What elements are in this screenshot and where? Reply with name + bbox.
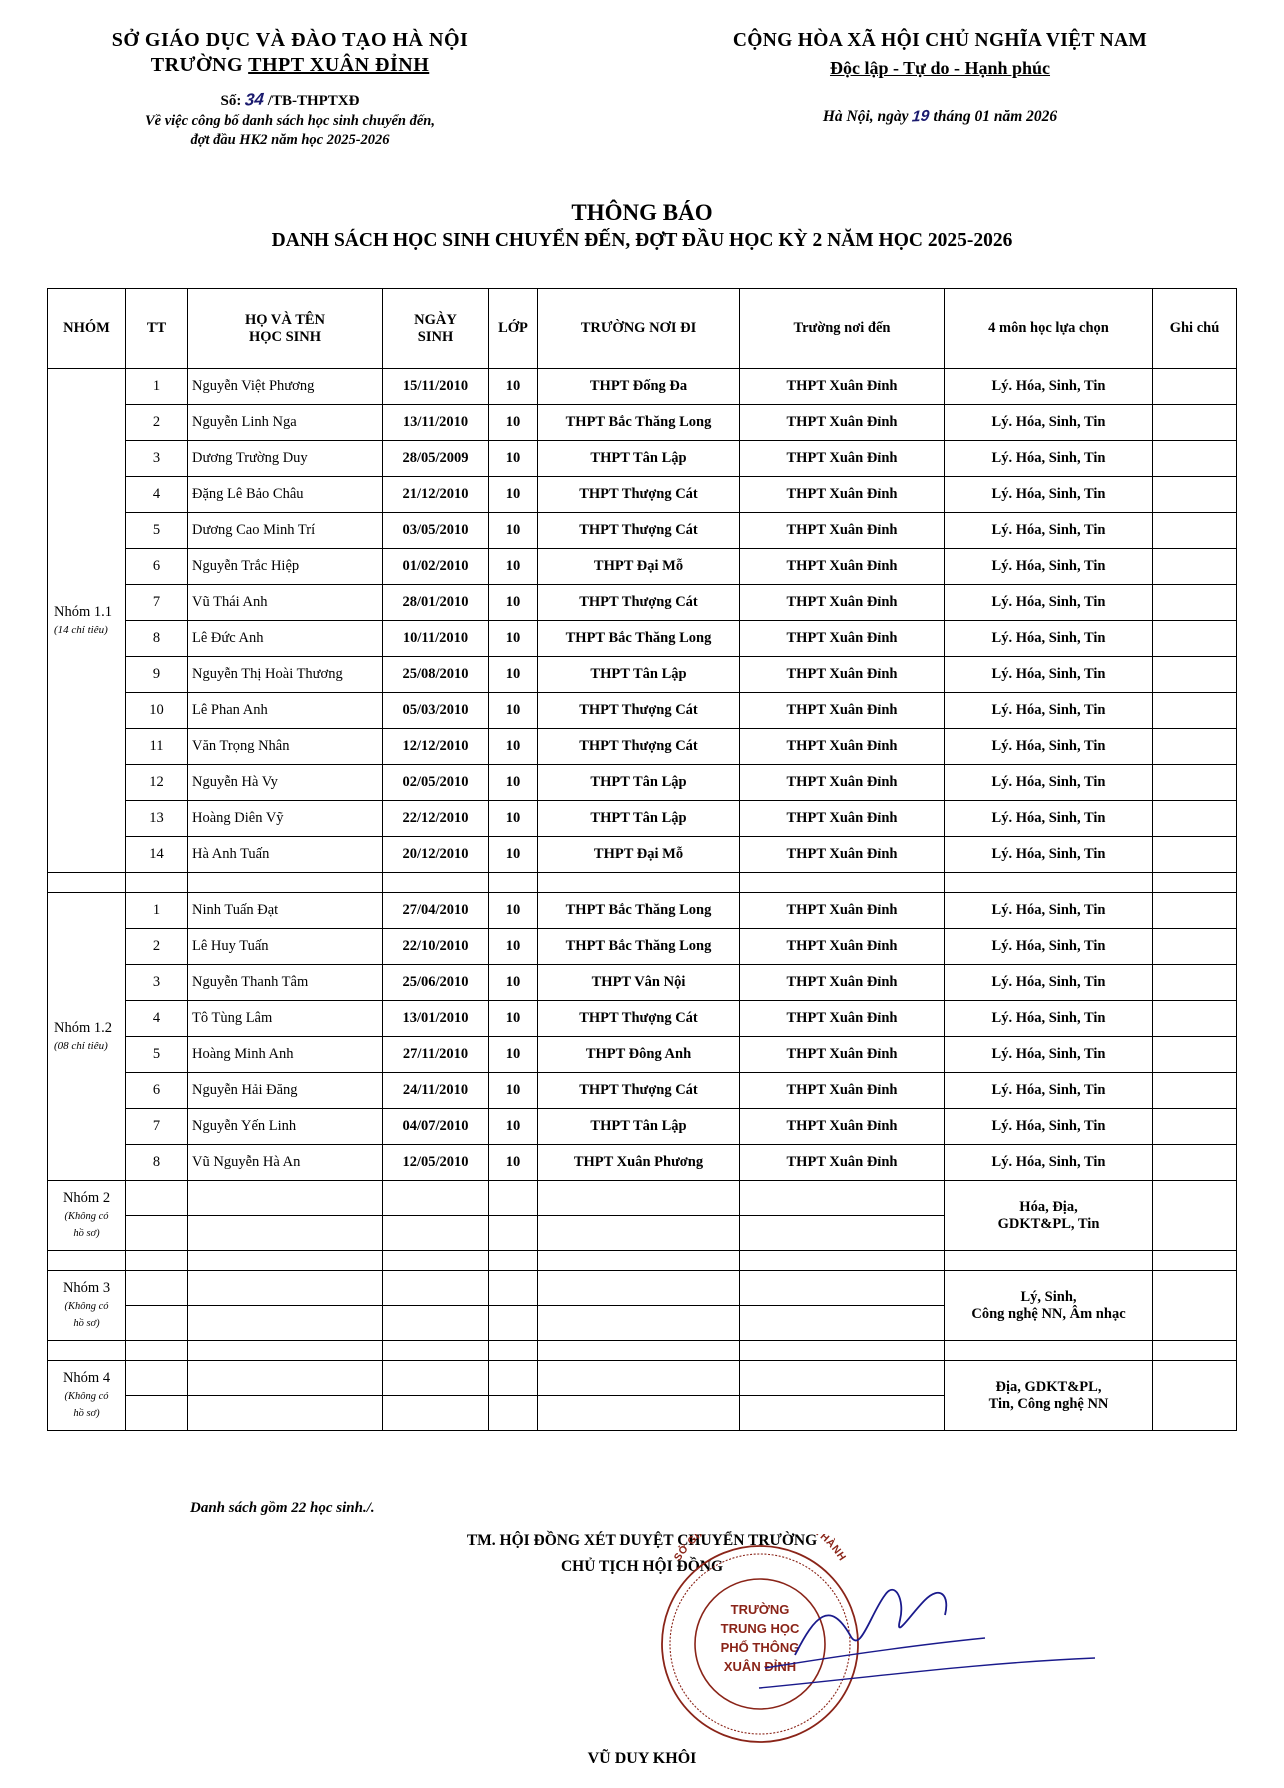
svg-text:SỞ GIÁO DỤC VÀ ĐÀO TẠO THÀNH: SỞ GIÁO DỤC VÀ ĐÀO TẠO THÀNH <box>672 1534 849 1563</box>
